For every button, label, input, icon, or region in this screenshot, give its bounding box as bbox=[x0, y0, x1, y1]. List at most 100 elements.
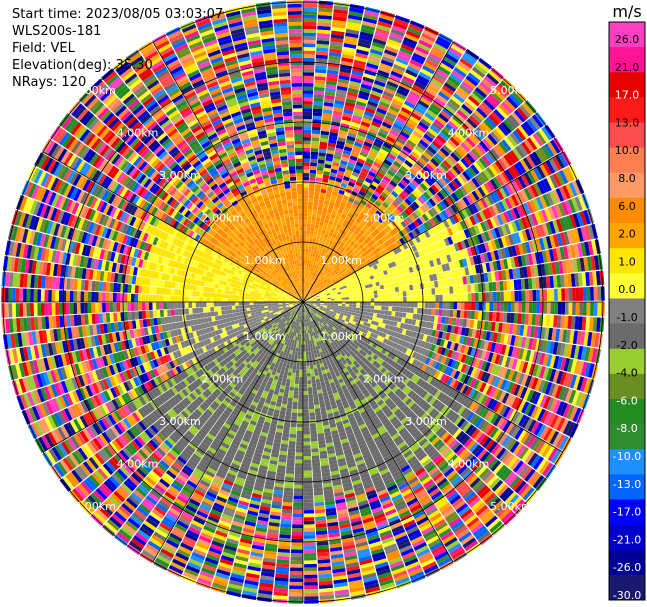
velocity-gate bbox=[356, 158, 366, 165]
velocity-gate bbox=[303, 295, 305, 300]
velocity-gate bbox=[404, 142, 415, 151]
velocity-gate bbox=[318, 199, 325, 204]
velocity-gate bbox=[303, 288, 305, 292]
velocity-gate bbox=[402, 176, 411, 185]
velocity-gate bbox=[420, 154, 430, 163]
velocity-gate bbox=[312, 466, 321, 471]
velocity-gate bbox=[327, 142, 336, 148]
velocity-gate bbox=[304, 567, 318, 572]
velocity-gate bbox=[338, 130, 348, 136]
velocity-gate bbox=[306, 266, 309, 271]
velocity-gate bbox=[396, 53, 411, 63]
velocity-gate bbox=[385, 155, 395, 164]
velocity-gate bbox=[305, 288, 307, 293]
velocity-gate bbox=[341, 304, 346, 307]
velocity-gate bbox=[392, 143, 403, 152]
velocity-gate bbox=[319, 236, 324, 241]
velocity-gate bbox=[579, 287, 584, 301]
velocity-gate bbox=[307, 383, 312, 388]
velocity-gate bbox=[463, 78, 477, 90]
velocity-gate bbox=[347, 132, 357, 139]
velocity-gate bbox=[336, 257, 341, 263]
velocity-gate bbox=[303, 25, 317, 30]
velocity-gate bbox=[303, 111, 313, 116]
velocity-gate bbox=[319, 195, 325, 201]
velocity-gate bbox=[528, 289, 533, 302]
velocity-gate bbox=[543, 289, 548, 301]
velocity-gate bbox=[314, 246, 318, 251]
velocity-gate bbox=[316, 235, 321, 240]
velocity-gate bbox=[414, 49, 428, 59]
velocity-gate bbox=[308, 183, 315, 188]
velocity-gate bbox=[363, 13, 379, 21]
velocity-gate bbox=[307, 294, 310, 298]
velocity-gate bbox=[303, 423, 310, 428]
velocity-gate bbox=[380, 124, 391, 133]
velocity-gate bbox=[405, 285, 410, 291]
velocity-gate bbox=[500, 302, 504, 312]
velocity-gate bbox=[557, 302, 562, 315]
velocity-gate bbox=[332, 221, 338, 227]
velocity-gate bbox=[303, 68, 315, 73]
velocity-gate bbox=[384, 310, 389, 316]
velocity-gate bbox=[355, 104, 366, 111]
velocity-gate bbox=[383, 284, 388, 289]
velocity-gate bbox=[332, 258, 337, 264]
velocity-gate bbox=[403, 72, 417, 81]
velocity-gate bbox=[492, 311, 497, 322]
velocity-gate bbox=[404, 173, 413, 182]
velocity-gate bbox=[410, 302, 414, 308]
velocity-gate bbox=[368, 209, 375, 216]
velocity-gate bbox=[325, 87, 336, 93]
velocity-gate bbox=[310, 249, 314, 254]
velocity-gate bbox=[355, 138, 365, 145]
velocity-gate bbox=[355, 307, 360, 311]
velocity-gate bbox=[348, 296, 353, 300]
velocity-gate bbox=[459, 285, 465, 294]
velocity-gate bbox=[332, 158, 341, 164]
velocity-gate bbox=[304, 563, 317, 568]
velocity-gate bbox=[303, 101, 313, 105]
velocity-gate bbox=[306, 293, 310, 297]
velocity-gate bbox=[597, 302, 602, 317]
velocity-gate bbox=[346, 165, 354, 172]
velocity-gate bbox=[398, 286, 403, 292]
velocity-gate bbox=[305, 259, 308, 264]
velocity-gate bbox=[343, 219, 350, 225]
velocity-gate bbox=[402, 145, 413, 154]
velocity-gate bbox=[368, 55, 381, 63]
velocity-gate bbox=[304, 292, 306, 296]
velocity-gate bbox=[416, 313, 421, 321]
velocity-gate bbox=[422, 115, 434, 125]
velocity-gate bbox=[303, 387, 308, 392]
velocity-gate bbox=[403, 37, 418, 46]
velocity-gate bbox=[327, 243, 332, 248]
velocity-gate bbox=[306, 281, 309, 286]
velocity-gate bbox=[315, 177, 323, 182]
velocity-gate bbox=[440, 129, 452, 139]
velocity-gate bbox=[303, 344, 306, 349]
velocity-gate bbox=[453, 302, 458, 310]
velocity-gate bbox=[326, 189, 333, 195]
velocity-gate bbox=[310, 271, 313, 276]
velocity-gate bbox=[337, 245, 343, 250]
velocity-gate bbox=[329, 228, 335, 234]
velocity-gate bbox=[369, 124, 380, 132]
velocity-gate bbox=[360, 199, 367, 206]
velocity-gate bbox=[313, 491, 324, 496]
velocity-gate bbox=[385, 185, 393, 193]
velocity-gate bbox=[303, 201, 308, 206]
velocity-gate bbox=[327, 251, 332, 256]
velocity-gate bbox=[352, 304, 357, 308]
velocity-gate bbox=[303, 445, 311, 449]
velocity-gate bbox=[304, 581, 318, 586]
velocity-gate bbox=[373, 309, 378, 314]
velocity-gate bbox=[427, 308, 432, 315]
velocity-gate bbox=[320, 268, 325, 273]
velocity-gate bbox=[367, 187, 375, 194]
velocity-gate bbox=[340, 213, 347, 219]
velocity-gate bbox=[449, 294, 454, 302]
velocity-gate bbox=[413, 290, 418, 296]
velocity-gate bbox=[342, 112, 353, 119]
velocity-gate bbox=[388, 35, 403, 44]
